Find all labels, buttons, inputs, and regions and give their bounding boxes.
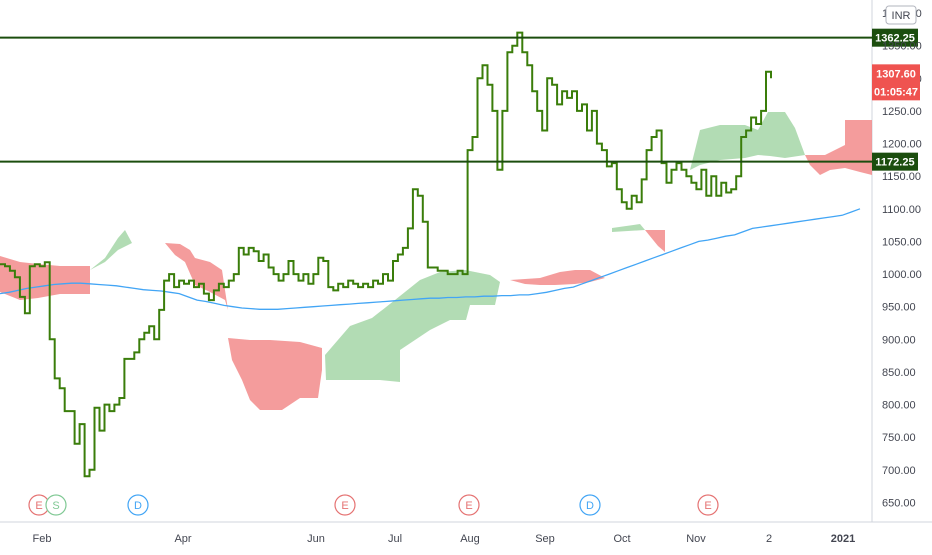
x-tick-label: Aug: [460, 533, 480, 545]
cloud-bull-8: [690, 125, 758, 170]
level-label-1: 1172.25: [872, 152, 918, 171]
level-label-bg: [872, 152, 918, 171]
event-marker-label: E: [465, 500, 472, 512]
cloud-bull-6: [612, 224, 645, 232]
currency-badge: INR: [885, 5, 917, 25]
price-series-line: [0, 31, 772, 478]
event-marker-circle: [334, 494, 356, 516]
level-label-0: 1362.25: [872, 28, 918, 47]
y-tick-label: 1200.00: [882, 139, 922, 151]
price-axis[interactable]: 1400.001350.001300.001250.001200.001150.…: [872, 5, 922, 509]
time-axis[interactable]: Feb Apr Jun Jul Aug Sep Oct Nov 2 2021: [33, 533, 856, 545]
x-tick-label: Feb: [33, 533, 52, 545]
level-label-text: 1172.25: [875, 157, 914, 169]
grid: [0, 0, 932, 523]
cloud-bull-9: [758, 112, 805, 158]
x-tick-label: Nov: [686, 533, 706, 545]
y-tick-label: 750.00: [882, 432, 916, 444]
event-marker-label: E: [704, 500, 711, 512]
currency-badge-box: [885, 5, 917, 25]
event-marker-label: S: [52, 500, 59, 512]
cloud-bear-2: [165, 243, 228, 310]
y-tick-label: 1350.00: [882, 41, 922, 53]
level-label-text: 1362.25: [875, 33, 915, 45]
last-price-bg: [872, 64, 920, 101]
event-marker-e[interactable]: E: [697, 494, 719, 516]
x-tick-label: Oct: [613, 533, 630, 545]
x-tick-label: 2: [766, 533, 772, 545]
x-tick-label: Jun: [307, 533, 325, 545]
event-marker-circle: [127, 494, 149, 516]
event-marker-d[interactable]: D: [127, 494, 149, 516]
x-tick-label: 2021: [831, 533, 855, 545]
event-marker-s[interactable]: S: [45, 494, 67, 516]
event-marker-circle: [458, 494, 480, 516]
y-tick-label: 700.00: [882, 465, 916, 477]
y-tick-label: 1050.00: [882, 236, 922, 248]
event-marker-e[interactable]: E: [458, 494, 480, 516]
cloud-bull-4: [325, 270, 500, 382]
y-tick-label: 1150.00: [882, 171, 921, 183]
ichimoku-cloud: [0, 112, 872, 410]
event-marker-label: D: [134, 500, 142, 512]
x-tick-label: Jul: [388, 533, 402, 545]
price-line: [0, 31, 772, 478]
y-tick-label: 1000.00: [882, 269, 922, 281]
event-marker-label: E: [35, 500, 42, 512]
cloud-bull-1: [90, 230, 132, 270]
y-tick-label: 1250.00: [882, 106, 922, 118]
last-price-text: 1307.60: [876, 68, 916, 80]
cloud-bear-10: [805, 120, 872, 175]
event-marker-e[interactable]: E: [334, 494, 356, 516]
last-price-label: 1307.60 01:05:47: [872, 64, 920, 101]
x-tick-label: Apr: [174, 533, 191, 545]
horizontal-levels[interactable]: 1362.25 1172.25: [0, 28, 918, 171]
cloud-bear-5: [510, 270, 605, 285]
currency-label: INR: [892, 10, 911, 22]
cloud-bear-7: [645, 230, 665, 252]
moving-average-line: [0, 208, 861, 310]
event-marker-circle: [697, 494, 719, 516]
event-marker-label: E: [341, 500, 348, 512]
y-tick-label: 650.00: [882, 497, 916, 509]
y-tick-label: 950.00: [882, 302, 916, 314]
level-label-bg: [872, 28, 918, 47]
countdown-text: 01:05:47: [874, 86, 918, 98]
x-tick-label: Sep: [535, 533, 555, 545]
event-marker-label: D: [586, 500, 594, 512]
event-marker-circle: [579, 494, 601, 516]
moving-average-series: [0, 208, 861, 310]
event-marker-d[interactable]: D: [579, 494, 601, 516]
y-tick-label: 900.00: [882, 334, 916, 346]
y-tick-label: 800.00: [882, 400, 916, 412]
y-tick-label: 1100.00: [882, 204, 921, 216]
cloud-bear-3: [228, 338, 322, 410]
y-tick-label: 850.00: [882, 367, 916, 379]
event-marker-circle: [45, 494, 67, 516]
